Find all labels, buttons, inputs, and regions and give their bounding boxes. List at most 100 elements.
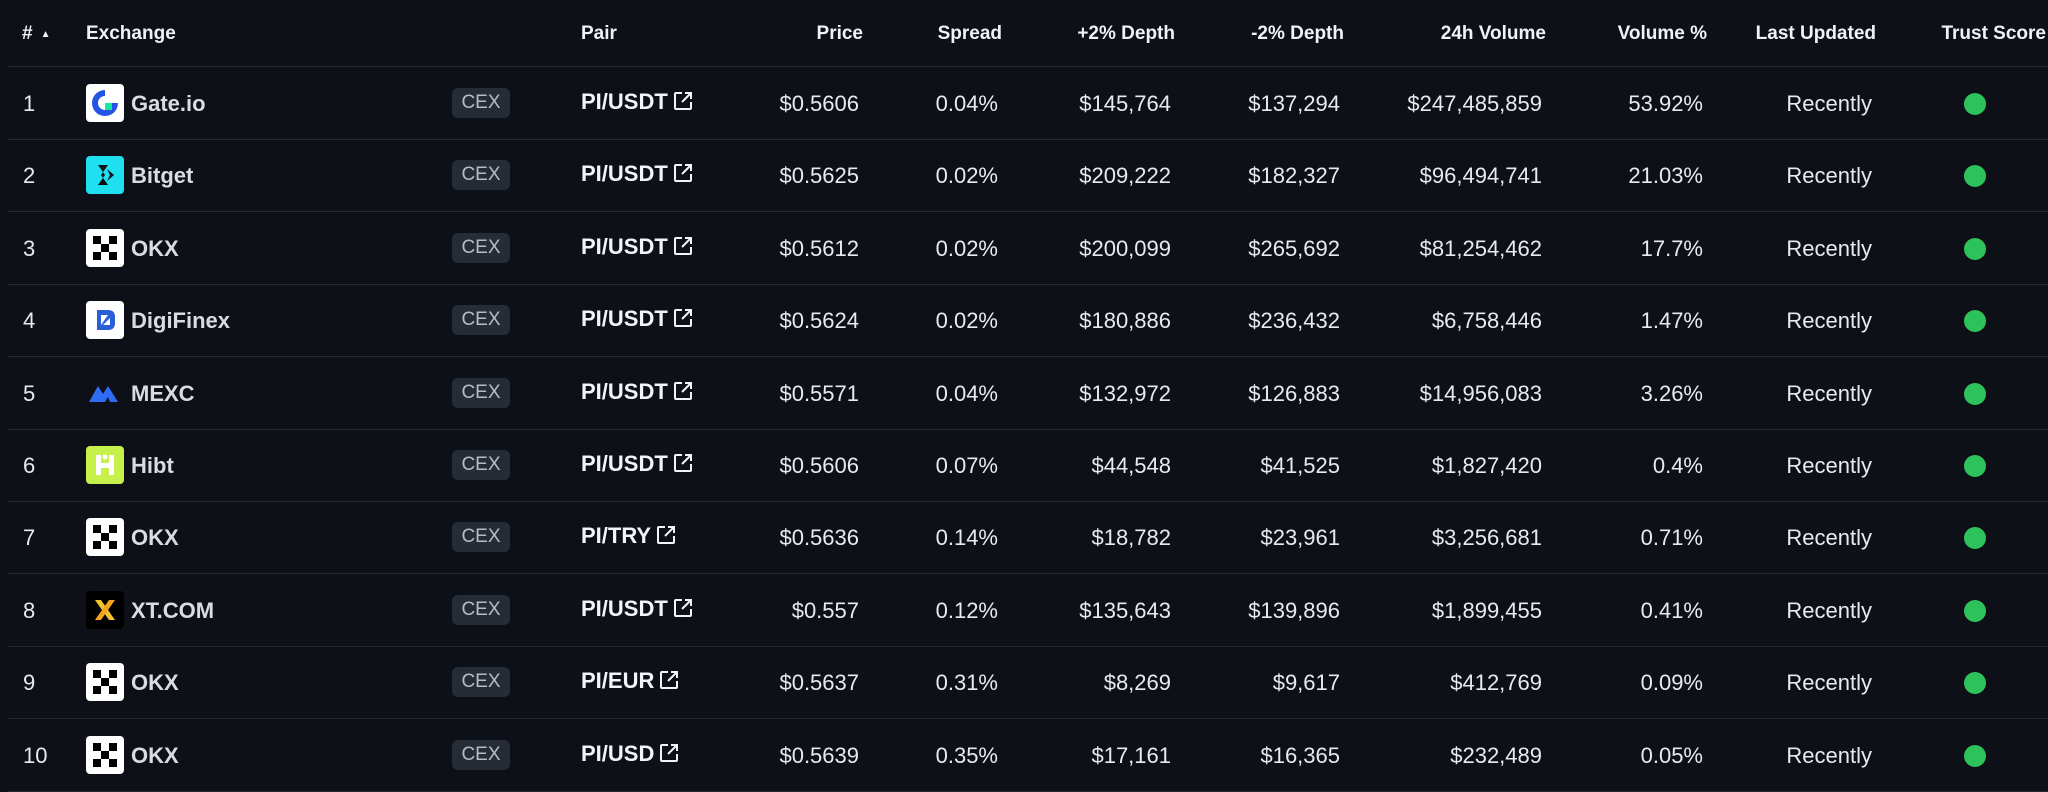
trust-score-indicator bbox=[1964, 455, 1986, 477]
exchange-name-link[interactable]: Bitget bbox=[131, 163, 194, 189]
external-link-icon[interactable] bbox=[672, 162, 694, 190]
volume-pct-cell: 0.09% bbox=[1640, 670, 1703, 696]
depth-plus-cell: $145,764 bbox=[1079, 91, 1171, 116]
external-link-icon[interactable] bbox=[672, 597, 694, 625]
pair-link[interactable]: PI/USDT bbox=[581, 234, 694, 263]
volume-pct-cell: 53.92% bbox=[1628, 91, 1703, 116]
mexc-logo bbox=[86, 373, 124, 412]
exchange-name-link[interactable]: DigiFinex bbox=[131, 308, 231, 334]
rank-cell: 8 bbox=[23, 597, 36, 623]
price-cell: $0.5571 bbox=[779, 380, 859, 406]
trust-score-indicator bbox=[1964, 237, 1986, 260]
trust-score-indicator bbox=[1964, 310, 1986, 333]
exchange-name-link[interactable]: Gate.io bbox=[131, 91, 206, 116]
external-link-icon[interactable] bbox=[655, 524, 677, 552]
pair-link[interactable]: PI/USD bbox=[581, 741, 680, 770]
table-row[interactable]: 2 Bitget CEX PI/USDT $0.5625 0.02% $209,222 $18… bbox=[8, 139, 2048, 213]
depth-minus-cell: $265,692 bbox=[1248, 235, 1340, 261]
rank-cell: 10 bbox=[23, 742, 48, 768]
exchange-type-badge: CEX bbox=[452, 160, 510, 191]
volume-cell: $412,769 bbox=[1450, 670, 1542, 696]
pair-link[interactable]: PI/TRY bbox=[581, 523, 677, 552]
table-row[interactable]: 10 OKX CEX PI/USD $0.5639 0.35% $17,161 $16,365… bbox=[8, 719, 2048, 792]
pair-link[interactable]: PI/USDT bbox=[581, 89, 694, 118]
trust-score-indicator bbox=[1964, 744, 1986, 767]
external-link-icon[interactable] bbox=[658, 742, 680, 770]
external-link-icon[interactable] bbox=[672, 307, 694, 335]
header-depth-plus[interactable]: +2% Depth bbox=[1077, 23, 1175, 44]
last-updated-cell: Recently bbox=[1786, 597, 1872, 623]
exchange-name-link[interactable]: XT.COM bbox=[131, 597, 215, 623]
exchange-type-badge: CEX bbox=[452, 739, 510, 770]
sort-ascending-icon[interactable]: ▲ bbox=[40, 29, 51, 40]
header-volume-pct[interactable]: Volume % bbox=[1617, 23, 1707, 44]
table-row[interactable]: 6 Hibt CEX PI/USDT $0.5606 0.07% $44,548 $41,52… bbox=[8, 429, 2048, 502]
exchange-type-badge: CEX bbox=[452, 667, 510, 698]
header-depth-minus[interactable]: -2% Depth bbox=[1251, 23, 1344, 44]
depth-minus-cell: $23,961 bbox=[1260, 525, 1340, 551]
external-link-icon[interactable] bbox=[672, 380, 694, 408]
exchange-type-badge: CEX bbox=[452, 377, 510, 408]
header-exchange[interactable]: Exchange bbox=[86, 23, 176, 44]
spread-cell: 0.04% bbox=[935, 380, 998, 406]
table-header: # ▲ Exchange Pair Price Spread +2% Depth … bbox=[8, 0, 2048, 67]
okx-logo bbox=[86, 735, 124, 774]
trust-score-indicator bbox=[1964, 382, 1986, 405]
header-spread[interactable]: Spread bbox=[937, 23, 1002, 44]
depth-plus-cell: $8,269 bbox=[1103, 670, 1171, 696]
exchange-type-badge: CEX bbox=[452, 450, 510, 480]
depth-minus-cell: $139,896 bbox=[1248, 597, 1340, 623]
pair-link[interactable]: PI/USDT bbox=[581, 306, 694, 335]
external-link-icon[interactable] bbox=[672, 90, 694, 118]
pair-link[interactable]: PI/USDT bbox=[581, 451, 694, 480]
xtcom-logo bbox=[86, 590, 124, 629]
okx-logo bbox=[86, 663, 124, 702]
rank-cell: 2 bbox=[23, 163, 36, 189]
table-row[interactable]: 3 OKX CEX PI/USDT $0.5612 0.02% $200,099 $265,6… bbox=[8, 212, 2048, 285]
table-row[interactable]: 4 DigiFinex CEX PI/USDT $0.5624 0.02% $180,886… bbox=[8, 284, 2048, 358]
exchange-name-link[interactable]: OKX bbox=[131, 742, 179, 768]
spread-cell: 0.12% bbox=[935, 597, 998, 623]
header-price[interactable]: Price bbox=[816, 23, 863, 44]
table-row[interactable]: 5 MEXC CEX PI/USDT $0.5571 0.04% $132,972 $126,… bbox=[8, 357, 2048, 430]
spread-cell: 0.35% bbox=[935, 742, 998, 768]
exchange-type-badge: CEX bbox=[452, 232, 510, 263]
pair-link[interactable]: PI/USDT bbox=[581, 379, 694, 408]
table-row[interactable]: 7 OKX CEX PI/TRY $0.5636 0.14% $18,782 $23,961 $… bbox=[8, 501, 2048, 575]
depth-plus-cell: $17,161 bbox=[1091, 742, 1171, 768]
header-trust-score[interactable]: Trust Score bbox=[1941, 23, 2046, 44]
external-link-icon[interactable] bbox=[658, 669, 680, 697]
pair-link[interactable]: PI/EUR bbox=[581, 668, 680, 697]
price-cell: $0.5637 bbox=[779, 670, 859, 696]
last-updated-cell: Recently bbox=[1786, 742, 1872, 768]
depth-plus-cell: $209,222 bbox=[1079, 163, 1171, 189]
exchange-name-link[interactable]: MEXC bbox=[131, 380, 195, 406]
exchange-type-badge: CEX bbox=[452, 594, 510, 625]
gateio-logo bbox=[86, 84, 124, 122]
volume-cell: $1,827,420 bbox=[1431, 453, 1542, 478]
external-link-icon[interactable] bbox=[672, 452, 694, 480]
price-cell: $0.5606 bbox=[779, 453, 859, 478]
exchange-name-link[interactable]: OKX bbox=[131, 235, 179, 261]
table-row[interactable]: 8 XT.COM CEX PI/USDT $0.557 0.12% $135,643 $139… bbox=[8, 574, 2048, 647]
exchange-name-link[interactable]: OKX bbox=[131, 670, 179, 696]
exchange-name-link[interactable]: OKX bbox=[131, 525, 179, 551]
header-rank[interactable]: # ▲ bbox=[22, 23, 51, 44]
external-link-icon[interactable] bbox=[672, 235, 694, 263]
depth-plus-cell: $18,782 bbox=[1091, 525, 1171, 551]
depth-minus-cell: $9,617 bbox=[1272, 670, 1340, 696]
table-row[interactable]: 1 Gate.io CEX PI/USDT $0.5606 0.04% $145,764 $1… bbox=[8, 67, 2048, 140]
pair-link[interactable]: PI/USDT bbox=[581, 161, 694, 190]
volume-pct-cell: 3.26% bbox=[1640, 380, 1703, 406]
header-volume[interactable]: 24h Volume bbox=[1440, 23, 1546, 44]
header-last-updated[interactable]: Last Updated bbox=[1755, 23, 1876, 44]
pair-link[interactable]: PI/USDT bbox=[581, 596, 694, 625]
exchange-name-link[interactable]: Hibt bbox=[131, 453, 174, 478]
volume-pct-cell: 0.71% bbox=[1640, 525, 1703, 551]
table-row[interactable]: 9 OKX CEX PI/EUR $0.5637 0.31% $8,269 $9,617 $41… bbox=[8, 646, 2048, 720]
depth-minus-cell: $182,327 bbox=[1248, 163, 1340, 189]
header-pair[interactable]: Pair bbox=[581, 23, 617, 44]
spread-cell: 0.31% bbox=[935, 670, 998, 696]
price-cell: $0.5624 bbox=[779, 308, 859, 334]
